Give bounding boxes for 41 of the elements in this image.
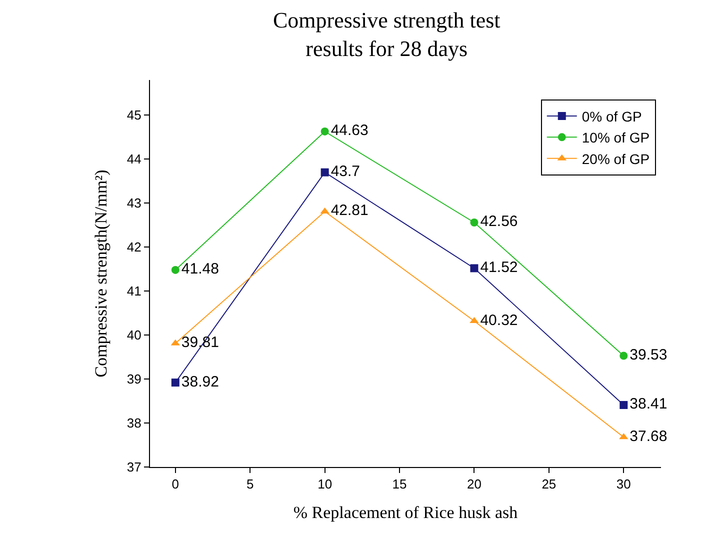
point [470,264,478,272]
y-tick-label: 38 [126,416,142,431]
y-tick-label: 42 [126,240,142,255]
data-label: 41.48 [181,260,219,278]
data-label: 38.41 [630,396,668,413]
point [620,400,628,409]
y-tick-label: 45 [126,108,142,123]
data-label: 37.68 [630,428,668,445]
data-label: 43.7 [330,163,360,180]
x-tick-label: 20 [466,476,482,492]
data-label: 42.56 [480,213,518,230]
point [171,378,180,387]
data-label: 38.92 [181,373,219,390]
point [620,352,628,360]
legend-label: 0% of GP [582,108,642,124]
chart-title: Compressive strength test results for 28 days [272,8,500,62]
y-tick-label: 39 [126,372,142,387]
data-label: 44.63 [330,122,368,140]
x-tick-label: 5 [246,476,254,492]
y-tick-label: 44 [126,152,142,167]
point [320,168,329,176]
data-label: 42.81 [330,202,368,220]
x-tick-label: 25 [542,476,556,492]
x-tick-label: 15 [392,476,407,492]
point [171,266,180,274]
x-tick-label: 0 [172,476,180,492]
legend-label: 20% of GP [582,150,650,167]
legend-label: 10% of GP [582,130,650,146]
x-axis-title: % Replacement of Rice husk ash [293,503,518,522]
x-tick-label: 10 [318,476,332,492]
y-tick-label: 43 [126,196,142,211]
data-label: 40.32 [480,312,518,329]
x-tick-label: 30 [616,476,631,492]
y-tick-label: 40 [126,328,142,343]
point [320,127,329,136]
y-tick-label: 37 [126,460,142,475]
data-label: 41.52 [480,258,518,276]
y-axis-title: Compressive strength(N/mm²) [91,170,110,378]
point [470,218,478,226]
data-label: 39.53 [630,346,668,364]
y-tick-label: 41 [126,284,142,299]
